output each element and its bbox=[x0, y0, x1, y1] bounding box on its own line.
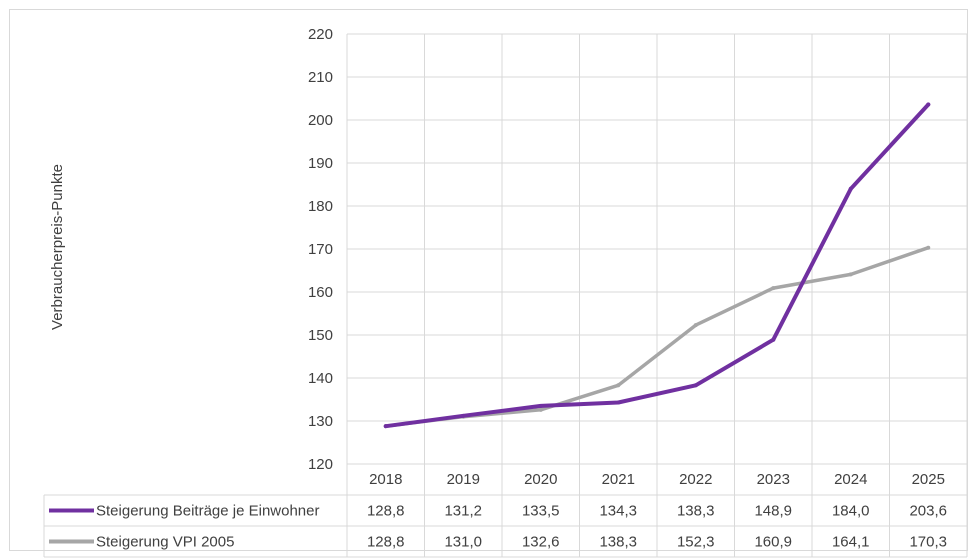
series-1-point bbox=[693, 383, 698, 388]
series-2-point bbox=[693, 323, 698, 328]
data-label: 152,3 bbox=[677, 534, 715, 551]
data-label: 138,3 bbox=[677, 503, 715, 520]
series-2-point bbox=[616, 383, 621, 388]
y-tick-label: 120 bbox=[308, 456, 333, 473]
data-label: 131,2 bbox=[444, 503, 482, 520]
data-label: 184,0 bbox=[832, 503, 870, 520]
data-label: 128,8 bbox=[367, 534, 405, 551]
x-category-label: 2020 bbox=[524, 471, 557, 488]
data-table: 2018 2019 2020 2021 2022 2023 2024 2025 Steigeru… bbox=[43, 463, 967, 558]
data-label: 134,3 bbox=[599, 503, 637, 520]
data-label: 203,6 bbox=[909, 503, 947, 520]
y-tick-label: 180 bbox=[308, 198, 333, 215]
y-tick-label: 170 bbox=[308, 241, 333, 258]
data-label: 132,6 bbox=[522, 534, 560, 551]
y-tick-label: 200 bbox=[308, 112, 333, 129]
y-tick-label: 220 bbox=[308, 26, 333, 43]
series-1-point bbox=[848, 186, 853, 191]
y-tick-label: 140 bbox=[308, 370, 333, 387]
series-line-1 bbox=[383, 102, 931, 429]
gridlines bbox=[346, 33, 968, 557]
series-1-point bbox=[771, 337, 776, 342]
data-label: 164,1 bbox=[832, 534, 870, 551]
series-1-point bbox=[538, 403, 543, 408]
x-category-label: 2022 bbox=[679, 471, 712, 488]
y-tick-label: 160 bbox=[308, 284, 333, 301]
data-label: 148,9 bbox=[754, 503, 792, 520]
series-1-point bbox=[616, 400, 621, 405]
data-label: 160,9 bbox=[754, 534, 792, 551]
series-2-point bbox=[538, 407, 543, 412]
series-lines bbox=[383, 102, 931, 429]
x-category-label: 2023 bbox=[757, 471, 790, 488]
series-2-point bbox=[926, 245, 931, 250]
x-category-label: 2025 bbox=[912, 471, 945, 488]
series-1-point bbox=[461, 413, 466, 418]
series-1-point bbox=[383, 424, 388, 429]
y-axis-label: Verbraucherpreis-Punkte bbox=[49, 164, 66, 330]
data-label: 128,8 bbox=[367, 503, 405, 520]
data-label: 131,0 bbox=[444, 534, 482, 551]
legend-series-name: Steigerung VPI 2005 bbox=[96, 534, 234, 551]
y-tick-label: 190 bbox=[308, 155, 333, 172]
x-category-label: 2018 bbox=[369, 471, 402, 488]
data-label: 138,3 bbox=[599, 534, 637, 551]
x-category-label: 2021 bbox=[602, 471, 635, 488]
x-category-label: 2024 bbox=[834, 471, 867, 488]
chart-border bbox=[9, 9, 968, 551]
y-tick-label: 210 bbox=[308, 69, 333, 86]
series-2-point bbox=[848, 272, 853, 277]
series-2-point bbox=[771, 286, 776, 291]
y-axis-tick-labels: 120 130 140 150 160 170 180 190 200 210 220 bbox=[308, 26, 333, 473]
data-label: 133,5 bbox=[522, 503, 560, 520]
y-tick-label: 130 bbox=[308, 413, 333, 430]
y-tick-label: 150 bbox=[308, 327, 333, 344]
x-category-label: 2019 bbox=[447, 471, 480, 488]
series-1-point bbox=[926, 102, 931, 107]
legend-series-name: Steigerung Beiträge je Einwohner bbox=[96, 503, 319, 520]
data-label: 170,3 bbox=[909, 534, 947, 551]
